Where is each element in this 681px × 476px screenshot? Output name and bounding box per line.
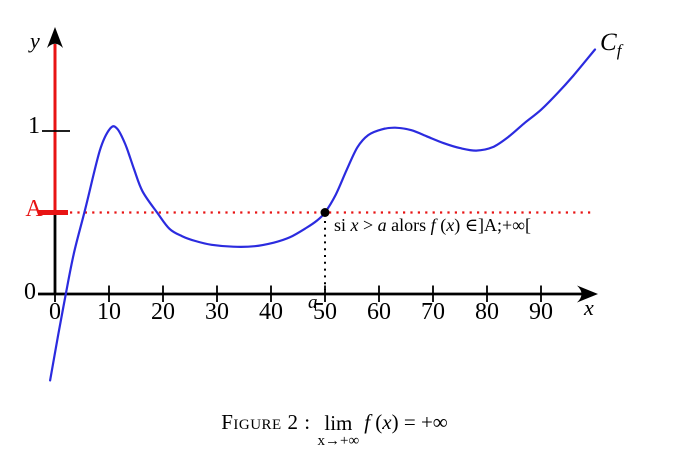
- annotation-part: si: [334, 215, 351, 235]
- caption-expr-part: ) = +∞: [391, 410, 448, 434]
- caption-expr-part: (: [370, 410, 383, 434]
- annotation-part: ∈]A;+∞[: [460, 215, 531, 235]
- x-tick-label: 0: [49, 299, 61, 325]
- x-tick-label: 10: [97, 299, 121, 325]
- annotation-part: alors: [386, 215, 431, 235]
- x-axis: [38, 285, 598, 303]
- caption-expr-part: x: [382, 410, 392, 434]
- caption-expr-part: f: [364, 410, 371, 434]
- annotation-part: >: [358, 215, 378, 235]
- annotation-part: f: [430, 215, 436, 235]
- annotation-text: si x > a alors f (x) ∈]A;+∞[: [334, 216, 531, 234]
- curve-name-C: C: [600, 29, 617, 56]
- y-axis-arrow-icon: [47, 27, 63, 48]
- x-tick-label: 30: [205, 299, 229, 325]
- caption-limit: lim x→+∞: [317, 410, 360, 450]
- annotation-part: x: [350, 215, 359, 235]
- annotation-part: (: [435, 215, 447, 235]
- x-axis-label: x: [584, 295, 594, 320]
- annotation-part: x: [446, 215, 455, 235]
- annotation-part: ): [454, 215, 461, 235]
- x-tick-label: 50: [313, 299, 337, 325]
- curve-name-label: Cf: [600, 30, 621, 59]
- caption-lim: lim: [324, 410, 353, 435]
- a-label: a: [308, 292, 318, 313]
- y-tick-label-1: 1: [28, 113, 40, 139]
- x-tick-label: 60: [367, 299, 391, 325]
- x-axis-arrow-icon: [577, 285, 598, 303]
- curve-name-f-subscript: f: [616, 41, 622, 60]
- A-label: A: [25, 196, 43, 222]
- x-tick-label: 80: [475, 299, 499, 325]
- x-tick-label: 20: [151, 299, 175, 325]
- A-bracket-mark: [38, 210, 68, 215]
- y-axis-label: y: [30, 28, 40, 53]
- y-axis: [42, 27, 70, 294]
- figure-caption: Figure 2 : lim x→+∞ f (x) = +∞: [0, 410, 675, 450]
- function-curve: [49, 48, 597, 382]
- x-tick-label: 40: [259, 299, 283, 325]
- annotation-part: a: [377, 215, 387, 235]
- caption-figure-number: Figure 2 :: [221, 410, 311, 434]
- x-tick-label: 90: [529, 299, 553, 325]
- point-a-A-marker: [320, 208, 330, 217]
- y-tick-label-0: 0: [24, 279, 36, 305]
- caption-lim-subscript: x→+∞: [317, 433, 360, 449]
- x-tick-label: 70: [421, 299, 445, 325]
